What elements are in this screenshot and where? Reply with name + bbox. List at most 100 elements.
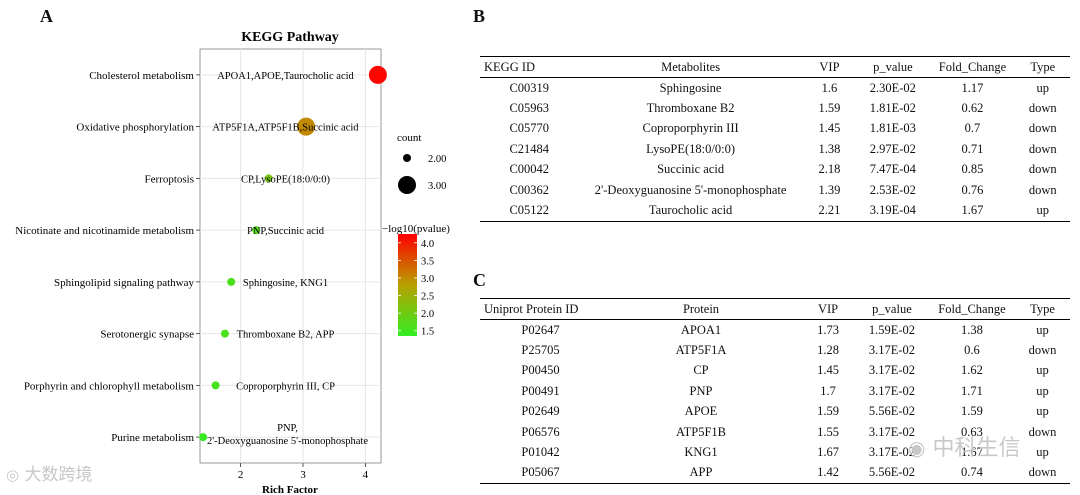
table-c-cell: 3.17E-02: [868, 424, 916, 439]
table-row: P00491 PNP 1.7 3.17E-02 1.71 up: [480, 381, 1070, 401]
table-b-cell: 2'-Deoxyguanosine 5'-monophosphate: [594, 182, 787, 197]
table-c-cell: up: [1036, 383, 1049, 398]
table-b-cell: down: [1028, 121, 1057, 136]
data-point: [211, 381, 220, 390]
table-b-cell: Taurocholic acid: [578, 200, 803, 222]
table-c-cell: 3.17E-02: [868, 343, 916, 358]
color-legend-title: −log10(pvalue): [382, 223, 450, 235]
table-b-cell: 0.71: [961, 141, 984, 156]
table-c-cell: P06576: [521, 424, 560, 439]
table-b-cell: Coproporphyrin III: [642, 121, 739, 136]
watermark-left-icon: ◎: [6, 466, 20, 484]
data-point: [297, 117, 316, 136]
table-b-cell: 2.97E-02: [869, 141, 916, 156]
table-c-cell: P05067: [480, 462, 601, 485]
point-label: Thromboxane B2, APP: [237, 330, 335, 341]
table-c-header-cell: Uniprot Protein ID: [480, 298, 601, 320]
table-b-cell: C00042: [509, 162, 550, 177]
table-c-cell: APP: [600, 462, 802, 485]
data-point: [368, 65, 387, 84]
table-c-header-cell: Protein: [600, 298, 802, 320]
panel-label-a: A: [40, 6, 53, 26]
x-axis: 2 3 4: [238, 463, 369, 481]
x-axis-label: Rich Factor: [262, 484, 318, 495]
table-c-cell: 5.56E-02: [868, 404, 916, 419]
table-c-cell: PNP: [689, 383, 713, 398]
table-c-cell: 1.7: [820, 383, 836, 398]
table-b-header-cell: Type: [1015, 56, 1070, 78]
table-c-cell: APOE: [684, 404, 718, 419]
table-b-header-cell: Metabolites: [578, 56, 803, 78]
table-row: C05770 Coproporphyrin III 1.45 1.81E-03 0.7 d…: [480, 119, 1070, 139]
table-c-cell: down: [1028, 343, 1057, 358]
table-b-cell: Sphingosine: [659, 80, 722, 95]
table-c-cell: 1.71: [961, 383, 983, 398]
point-label: PNP,Succinic acid: [247, 226, 325, 237]
point-label: ATP5F1A,ATP5F1B,Succinic acid: [212, 123, 359, 134]
table-b-cell: Thromboxane B2: [646, 101, 735, 116]
chart-title: KEGG Pathway: [241, 30, 339, 45]
table-c-header-cell: Fold_Change: [928, 298, 1016, 320]
table-b-cell: 1.17: [961, 80, 984, 95]
table-row: P02649 APOE 1.59 5.56E-02 1.59 up: [480, 402, 1070, 422]
table-c-cell: 1.67: [961, 445, 983, 460]
table-b-cell: 1.45: [818, 121, 841, 136]
table-row: P01042 KNG1 1.67 3.17E-02 1.67 up: [480, 442, 1070, 462]
size-legend-dot: [403, 154, 411, 162]
table-c-cell: P25705: [521, 343, 560, 358]
table-c-cell: 1.73: [817, 322, 839, 337]
table-b-cell: 1.38: [818, 141, 841, 156]
y-tick-label: Nicotinate and nicotinamide metabolism: [15, 225, 194, 237]
table-b-cell: 1.67: [929, 200, 1016, 222]
y-tick-label: Cholesterol metabolism: [89, 70, 194, 82]
table-b-cell: C05963: [509, 101, 550, 116]
table-c-cell: 1.62: [961, 363, 983, 378]
data-point: [264, 174, 273, 183]
size-legend-label: 2.00: [428, 154, 446, 165]
table-b-cell: 1.81E-03: [869, 121, 916, 136]
size-legend-dot: [398, 176, 416, 194]
table-b-cell: down: [1028, 101, 1057, 116]
point-label: Sphingosine, KNG1: [243, 278, 328, 289]
panel-label-b: B: [473, 6, 486, 26]
table-b-cell: C21484: [509, 141, 550, 156]
point-labels: APOA1,APOE,Taurocholic acid ATP5F1A,ATP5F…: [207, 71, 368, 447]
table-b-cell: 2.30E-02: [869, 80, 916, 95]
table-b-cell: 0.7: [964, 121, 981, 136]
table-b-cell: up: [1015, 200, 1070, 222]
table-b-cell: 2.21: [802, 200, 857, 222]
table-c-cell: up: [1036, 445, 1049, 460]
table-row: C05122 Taurocholic acid 2.21 3.19E-04 1.67 up: [480, 200, 1070, 222]
data-point: [220, 329, 229, 338]
table-c-cell: 1.55: [817, 424, 839, 439]
table-b-header-cell: VIP: [802, 56, 857, 78]
table-b-header-row: KEGG ID Metabolites VIP p_value Fold_Change T…: [480, 56, 1070, 78]
table-c-cell: 1.59E-02: [868, 322, 916, 337]
size-legend-title: count: [397, 132, 421, 144]
table-b-header-cell: p_value: [856, 56, 930, 78]
table-c-cell: 3.17E-02: [868, 383, 916, 398]
table-c-header-cell: Type: [1015, 298, 1070, 320]
table-c-header-cell: p_value: [855, 298, 929, 320]
point-label: 2'-Deoxyguanosine 5'-monophosphate: [207, 436, 368, 447]
data-point: [252, 226, 261, 235]
y-tick-label: Porphyrin and chlorophyll metabolism: [24, 380, 195, 392]
size-legend: count 2.00 3.00: [397, 132, 446, 194]
color-legend-label: 1.5: [421, 327, 434, 338]
color-legend: −log10(pvalue) 1.5 2.0 2.5 3.0 3.5 4.0: [382, 223, 450, 338]
table-row: C00362 2'-Deoxyguanosine 5'-monophosphate…: [480, 180, 1070, 200]
y-tick-label: Ferroptosis: [145, 173, 195, 185]
table-c-cell: 1.59: [961, 404, 983, 419]
table-b-cell: 1.39: [818, 182, 841, 197]
table-c-cell: ATP5F1B: [675, 424, 727, 439]
table-b-cell: down: [1028, 182, 1057, 197]
color-legend-label: 3.5: [421, 256, 434, 267]
watermark-right: ◉ 中科生信: [908, 430, 1020, 462]
table-row: P05067 APP 1.42 5.56E-02 0.74 down: [480, 462, 1070, 485]
kegg-bubble-chart: KEGG Pathway Cholesterol metabolism Oxida…: [15, 30, 450, 495]
table-b-cell: 3.19E-04: [856, 200, 930, 222]
table-b-cell: 0.76: [961, 182, 984, 197]
table-b-cell: 2.53E-02: [869, 182, 916, 197]
table-c-header-row: Uniprot Protein ID Protein VIP p_value Fold_…: [480, 298, 1070, 320]
table-row: C00319 Sphingosine 1.6 2.30E-02 1.17 up: [480, 78, 1070, 99]
